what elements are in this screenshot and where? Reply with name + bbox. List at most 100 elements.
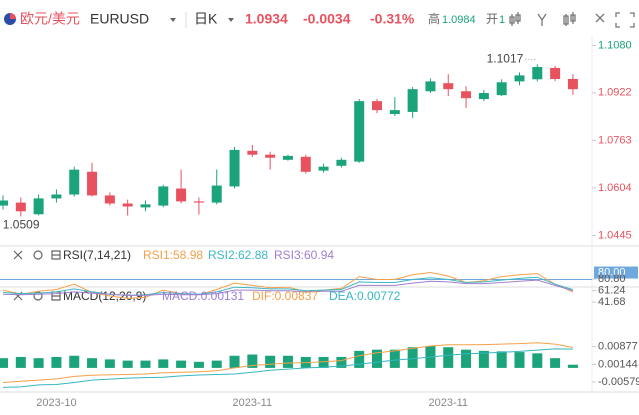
- candle-body: [514, 75, 525, 82]
- candle-body: [496, 82, 507, 96]
- candle-body: [104, 195, 115, 204]
- candle-body: [193, 201, 204, 203]
- period[interactable]: 日K: [194, 11, 218, 27]
- macd-bar: [193, 361, 204, 368]
- settings-icon[interactable]: [33, 250, 43, 260]
- menu-icon[interactable]: [51, 250, 61, 260]
- candle-body: [0, 200, 8, 206]
- y-tick-label: 1.1080: [598, 39, 632, 51]
- candle-body: [532, 67, 543, 80]
- min-price-label: 1.0509: [3, 218, 40, 232]
- y-tick-label: 41.68: [598, 296, 626, 308]
- macd-bar: [15, 356, 26, 368]
- indicator-line: [2, 348, 573, 388]
- candle-body: [176, 188, 187, 202]
- rsi-tools: [13, 250, 61, 260]
- macd-bar: [443, 347, 454, 368]
- x-tick-label: 2023-10: [36, 397, 76, 409]
- candle-body: [265, 154, 276, 158]
- price-change-pct: -0.31%: [370, 11, 415, 27]
- candle-body: [69, 169, 80, 195]
- macd-title: MACD(12,26,9): [63, 289, 146, 303]
- macd-bar: [461, 349, 472, 368]
- candle-style-icon[interactable]: [509, 12, 521, 26]
- macd-bar: [247, 354, 258, 368]
- last-price: 1.0934: [245, 11, 288, 27]
- settings-icon[interactable]: [33, 291, 43, 301]
- level-label-box: [594, 266, 638, 279]
- fullscreen-icon[interactable]: [615, 12, 635, 28]
- macd-bar: [140, 360, 151, 368]
- macd-bar: [282, 355, 293, 368]
- candle-body: [425, 81, 436, 92]
- x-tick-label: 2023-11: [233, 397, 273, 409]
- macd-bar: [496, 351, 507, 368]
- candle-body: [461, 91, 472, 99]
- candle-body: [122, 203, 133, 207]
- open-label: 开: [486, 12, 498, 26]
- macd-bar: [372, 349, 383, 368]
- macd-bar: [389, 349, 400, 368]
- max-price-label: 1.1017: [487, 52, 524, 66]
- header: 欧元/美元 EURUSD 日K 1.0934 -0.0034 -0.31% 高 …: [4, 8, 639, 32]
- candle-body: [407, 89, 418, 112]
- candle-body: [300, 156, 311, 172]
- macd-bar: [122, 360, 133, 368]
- x-tick-label: 2023-11: [428, 397, 468, 409]
- macd-bar: [87, 358, 98, 368]
- macd-bar: [0, 358, 8, 368]
- candle-body: [140, 204, 151, 208]
- y-tick-label: 0.00877: [598, 340, 638, 352]
- pair-name[interactable]: 欧元/美元: [20, 11, 80, 27]
- macd-bar: [407, 347, 418, 368]
- macd-bar: [265, 355, 276, 368]
- high-label: 高: [428, 11, 440, 26]
- macd-bar: [550, 358, 561, 368]
- macd-bar: [33, 358, 44, 368]
- y-tick-label: 1.0922: [598, 87, 632, 99]
- candle-body: [354, 101, 365, 162]
- macd-bar: [51, 356, 62, 368]
- chart-type-icon[interactable]: [563, 12, 576, 26]
- rsi-title: RSI(7,14,21): [63, 248, 131, 262]
- candle-body: [318, 166, 329, 171]
- symbol[interactable]: EURUSD: [90, 11, 149, 27]
- macd-bar: [229, 355, 240, 368]
- legend-entry: DEA:0.00772: [329, 289, 401, 303]
- legend-entry: RSI1:58.98: [143, 248, 203, 262]
- macd-bar: [176, 360, 187, 368]
- y-tick-label: 1.0445: [598, 229, 632, 241]
- dropdown-icon[interactable]: [228, 18, 234, 22]
- indicator-icon[interactable]: [537, 13, 547, 26]
- candle-body: [87, 171, 98, 196]
- flag-icon-part: [10, 13, 16, 19]
- price-change: -0.0034: [303, 11, 351, 27]
- macd-bar: [211, 360, 222, 368]
- candle-body: [478, 93, 489, 100]
- macd-bar: [158, 359, 169, 368]
- macd-bar: [318, 356, 329, 368]
- level-label: 80.00: [598, 266, 626, 278]
- toolbar-icons: [509, 12, 635, 28]
- y-tick-label: 1.0763: [598, 134, 632, 146]
- candle-body: [567, 78, 578, 90]
- draw-icon[interactable]: [595, 13, 605, 23]
- close-icon[interactable]: [13, 250, 23, 260]
- candle-body: [372, 101, 383, 111]
- macd-bar: [354, 350, 365, 368]
- indicator-line: [2, 279, 574, 296]
- legend-entry: MACD:0.00131: [162, 289, 244, 303]
- y-tick-label: 61.24: [598, 284, 626, 296]
- candle-body: [389, 110, 400, 115]
- candle-body: [336, 159, 347, 166]
- candle-body: [229, 149, 240, 187]
- dropdown-icon[interactable]: [170, 18, 176, 22]
- candle-body: [15, 202, 26, 212]
- macd-bar: [567, 364, 578, 368]
- y-tick-label: 1.0604: [598, 182, 632, 194]
- macd-bar: [514, 352, 525, 368]
- candle-body: [550, 67, 561, 79]
- candle-body: [51, 194, 62, 199]
